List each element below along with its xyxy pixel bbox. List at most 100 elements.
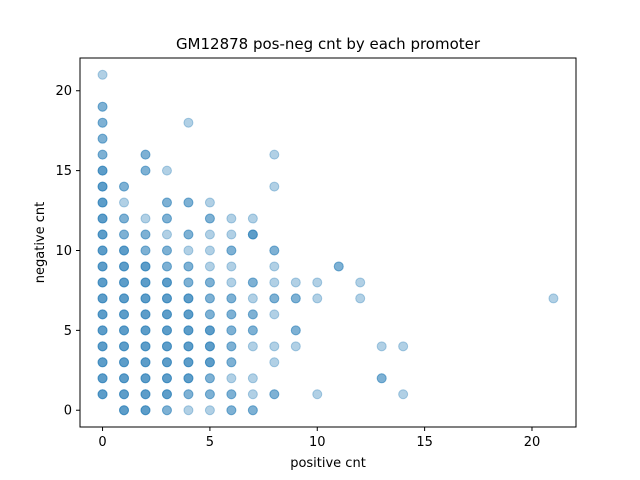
data-point: [97, 341, 108, 352]
data-point: [204, 309, 215, 320]
data-point: [140, 229, 151, 240]
data-point: [183, 357, 194, 368]
data-point: [119, 389, 130, 400]
data-point: [140, 213, 151, 224]
data-point: [161, 293, 172, 304]
data-point: [97, 213, 108, 224]
data-point: [161, 261, 172, 272]
data-point: [226, 229, 237, 240]
data-point: [204, 341, 215, 352]
data-point: [204, 341, 215, 352]
x-tick-label: 10: [309, 435, 326, 450]
data-point: [119, 277, 130, 288]
data-point: [97, 277, 108, 288]
data-point: [119, 373, 130, 384]
data-point: [183, 245, 194, 256]
y-axis: 0 5 10 15 20: [55, 84, 80, 419]
data-point: [183, 261, 194, 272]
data-point: [161, 309, 172, 320]
data-point: [119, 373, 130, 384]
data-point: [140, 373, 151, 384]
data-point: [97, 69, 108, 80]
data-point: [161, 261, 172, 272]
data-point: [97, 181, 108, 192]
data-point: [398, 389, 409, 400]
data-point: [161, 197, 172, 208]
data-point: [204, 277, 215, 288]
data-point: [161, 277, 172, 288]
data-point: [97, 245, 108, 256]
data-point: [247, 213, 258, 224]
data-point: [119, 293, 130, 304]
x-axis-label: positive cnt: [290, 456, 366, 471]
data-point: [161, 325, 172, 336]
data-point: [140, 293, 151, 304]
data-point: [183, 117, 194, 128]
data-point: [119, 293, 130, 304]
data-point: [119, 197, 130, 208]
data-point: [183, 293, 194, 304]
data-point: [183, 389, 194, 400]
data-point: [183, 293, 194, 304]
data-point: [119, 181, 130, 192]
data-point: [226, 309, 237, 320]
data-point: [226, 293, 237, 304]
data-point: [226, 341, 237, 352]
data-point: [97, 389, 108, 400]
data-point: [204, 373, 215, 384]
data-point: [119, 261, 130, 272]
data-point: [119, 341, 130, 352]
data-point: [97, 133, 108, 144]
data-point: [204, 309, 215, 320]
y-tick-label: 10: [55, 244, 72, 259]
x-axis: 0 5 10 15 20: [98, 427, 540, 450]
data-point: [140, 357, 151, 368]
data-point: [333, 261, 344, 272]
data-point: [119, 213, 130, 224]
data-point: [226, 357, 237, 368]
x-tick-label: 5: [206, 435, 214, 450]
data-point: [355, 277, 366, 288]
data-point: [226, 389, 237, 400]
data-point: [204, 325, 215, 336]
data-point: [97, 229, 108, 240]
data-point: [269, 357, 280, 368]
data-point: [97, 389, 108, 400]
data-point: [312, 389, 323, 400]
data-point: [183, 229, 194, 240]
data-point: [119, 181, 130, 192]
data-point: [269, 149, 280, 160]
data-point: [119, 389, 130, 400]
data-point: [119, 261, 130, 272]
data-point: [204, 389, 215, 400]
data-point: [140, 245, 151, 256]
data-point: [119, 309, 130, 320]
data-point: [183, 341, 194, 352]
data-point: [119, 325, 130, 336]
data-point: [183, 341, 194, 352]
data-point: [140, 229, 151, 240]
data-point: [269, 261, 280, 272]
data-point: [226, 245, 237, 256]
data-point: [97, 133, 108, 144]
data-point: [204, 341, 215, 352]
data-point: [140, 293, 151, 304]
data-point: [290, 293, 301, 304]
data-point: [97, 341, 108, 352]
data-point: [97, 261, 108, 272]
data-point: [97, 357, 108, 368]
data-point: [97, 293, 108, 304]
data-point: [183, 325, 194, 336]
data-point: [269, 293, 280, 304]
data-point: [140, 325, 151, 336]
data-point: [290, 277, 301, 288]
data-point: [247, 325, 258, 336]
data-point: [183, 341, 194, 352]
data-point: [97, 245, 108, 256]
data-point: [97, 213, 108, 224]
data-point: [119, 405, 130, 416]
data-point: [183, 357, 194, 368]
data-point: [204, 213, 215, 224]
data-point: [548, 293, 559, 304]
data-point: [97, 293, 108, 304]
